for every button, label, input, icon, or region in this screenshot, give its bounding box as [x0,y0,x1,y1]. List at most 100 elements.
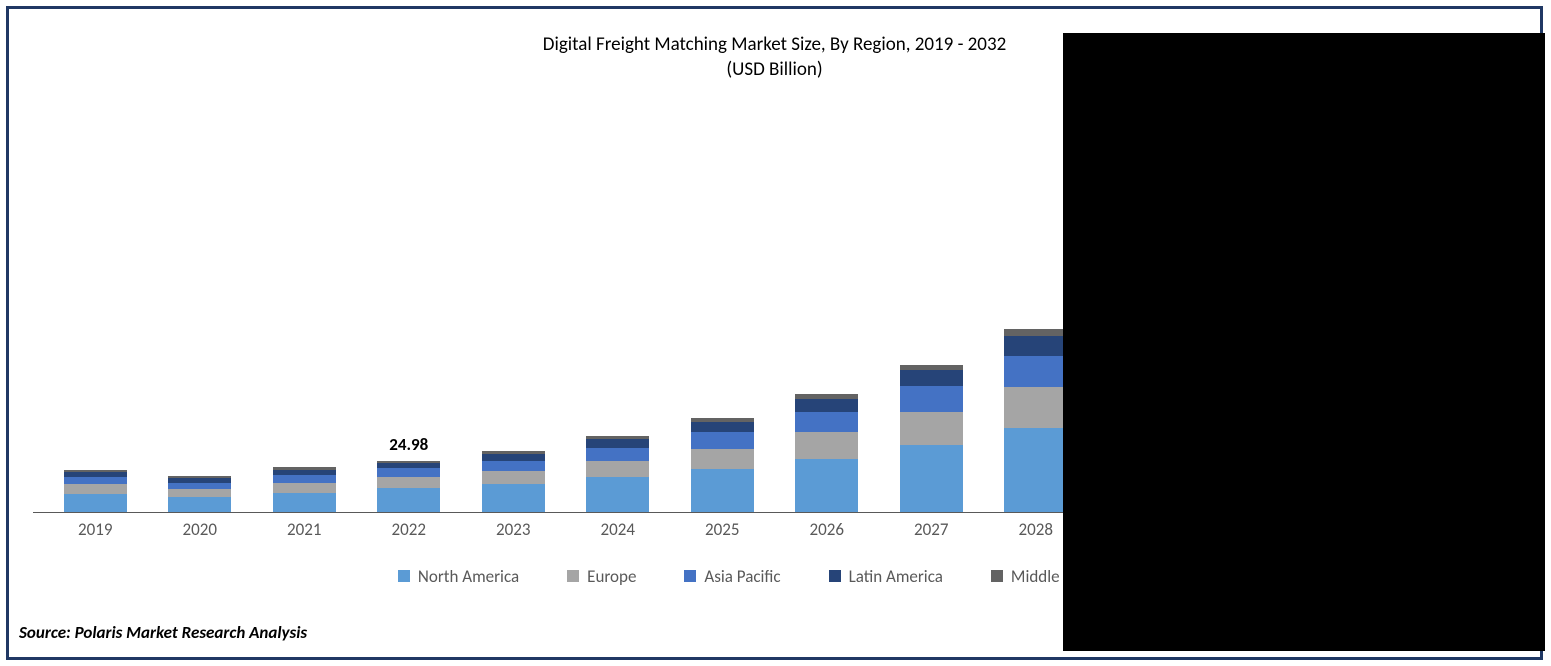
legend-item: North America [398,566,519,587]
bar-stack [1213,103,1276,512]
bar-segment [64,484,127,493]
bar-segment [1422,118,1485,162]
bar-stack [900,103,963,512]
bar-slot [1088,103,1193,512]
x-tick: 2031 [1297,519,1402,541]
legend-swatch [991,570,1003,582]
x-tick: 2029 [1088,519,1193,541]
bar-segment [691,449,754,469]
x-tick: 2027 [879,519,984,541]
bar-segment [1004,356,1067,388]
bar-segment [1422,323,1485,512]
bar-segment [273,475,336,483]
bar-segment [586,461,649,477]
bar-segment [795,412,858,432]
chart-titles: Digital Freight Matching Market Size, By… [33,33,1516,81]
bar-segment [900,386,963,412]
bar-stack [691,103,754,512]
bar-stack [482,103,545,512]
bar-stack [377,103,440,512]
bar-segment [1213,225,1276,236]
bar-stack [795,103,858,512]
bar-segment [1213,236,1276,267]
bars-row: 24.98 [33,103,1516,512]
bar-segment [795,399,858,412]
bar-segment [1422,232,1485,323]
x-axis: 2019202020212022202320242025202620272028… [33,513,1516,541]
bar-segment [377,477,440,488]
bar-segment [1213,379,1276,512]
bar-slot [461,103,566,512]
x-tick: 2019 [43,519,148,541]
x-tick: 2022 [357,519,462,541]
bar-segment [1213,316,1276,379]
bar-segment [586,477,649,512]
chart-area: Digital Freight Matching Market Size, By… [33,33,1516,597]
bar-segment [273,493,336,512]
bar-segment [377,468,440,477]
bar-segment [1318,346,1381,512]
bar-slot [148,103,253,512]
bar-segment [586,439,649,447]
x-tick: 2025 [670,519,775,541]
bar-segment [1004,329,1067,336]
bar-segment [1109,290,1172,315]
bar-slot [879,103,984,512]
bar-slot [566,103,671,512]
bar-stack [168,103,231,512]
bar-slot [1402,103,1507,512]
bar-segment [900,445,963,512]
bar-segment [1213,267,1276,316]
legend-item: Middle East & Africa [991,566,1151,587]
x-tick: 2026 [775,519,880,541]
x-tick: 2028 [984,519,1089,541]
bar-segment [1109,315,1172,355]
chart-frame: Digital Freight Matching Market Size, By… [6,6,1543,660]
legend-item: Latin America [829,566,943,587]
bar-segment [1109,406,1172,512]
bar-segment [586,448,649,461]
legend-swatch [684,570,696,582]
bar-slot [252,103,357,512]
bar-segment [1318,154,1381,167]
bar-segment [1422,162,1485,232]
chart-title: Digital Freight Matching Market Size, By… [33,33,1516,56]
bar-segment [482,461,545,472]
bar-segment [691,432,754,448]
bar-segment [482,454,545,461]
x-tick: 2021 [252,519,357,541]
bar-segment [377,488,440,512]
bar-segment [1422,103,1485,118]
bar-segment [1318,167,1381,205]
bar-segment [1004,387,1067,428]
legend-swatch [829,570,841,582]
x-tick: 2020 [148,519,253,541]
x-tick: 2032 [1402,519,1507,541]
bar-slot: 24.98 [357,103,462,512]
legend-swatch [567,570,579,582]
x-tick: 2024 [566,519,671,541]
bar-segment [273,483,336,493]
bar-segment [900,412,963,445]
bar-stack [1109,103,1172,512]
source-attribution: Source: Polaris Market Research Analysis [19,622,307,643]
bar-segment [168,497,231,512]
bar-segment [1004,336,1067,356]
x-tick: 2023 [461,519,566,541]
bar-segment [1109,355,1172,406]
x-tick: 2030 [1193,519,1298,541]
bar-segment [64,494,127,512]
bar-segment [691,422,754,432]
bar-stack [273,103,336,512]
bar-segment [482,484,545,512]
plot-area: 24.98 [33,103,1516,513]
bar-stack [1004,103,1067,512]
bar-stack [586,103,649,512]
bar-segment [168,489,231,497]
bar-segment [1004,428,1067,512]
bar-segment [795,459,858,512]
bar-segment [795,432,858,459]
legend-label: North America [418,566,519,587]
bar-segment [1109,281,1172,290]
bar-slot [1297,103,1402,512]
